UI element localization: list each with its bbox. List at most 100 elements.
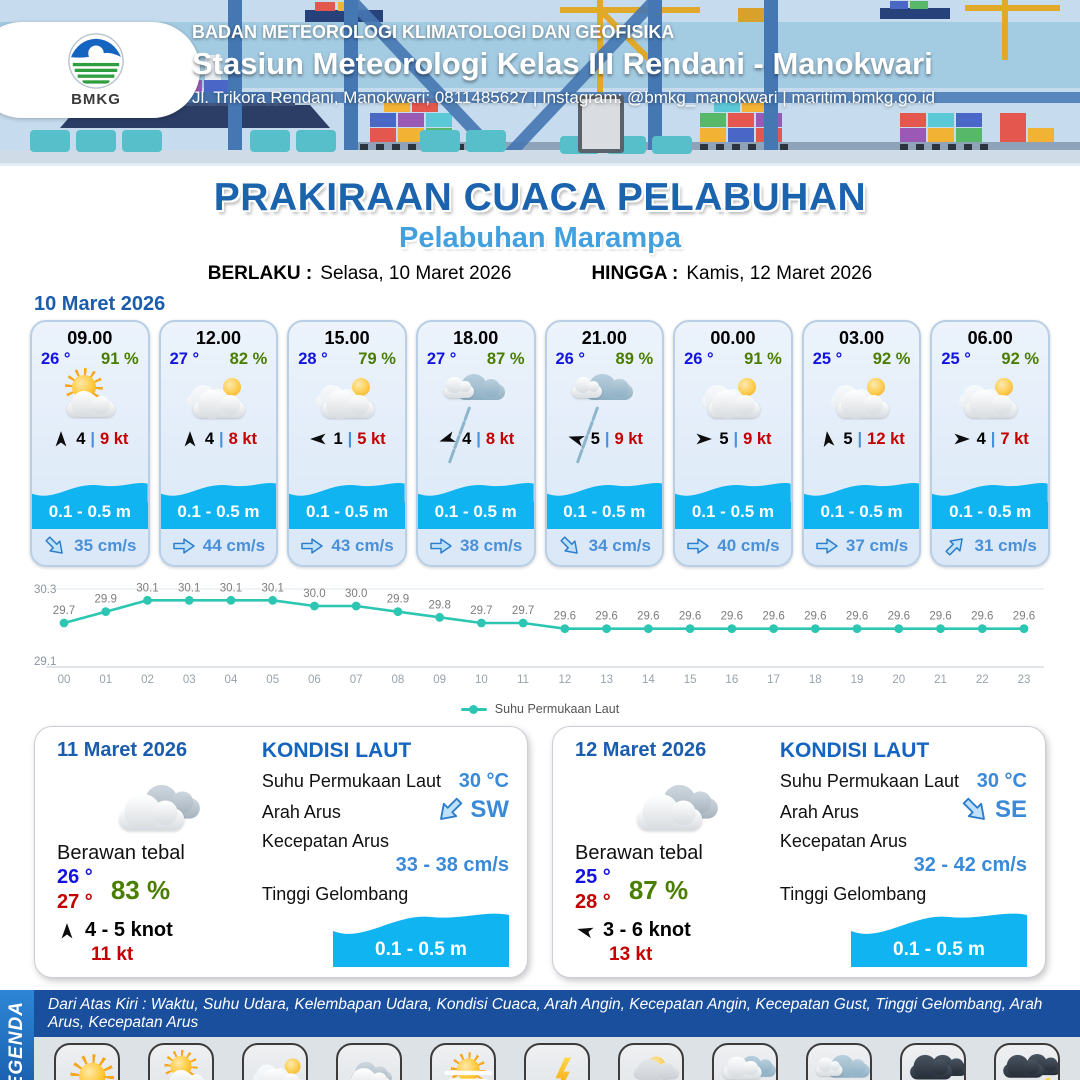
current-speed: 34 cm/s [588,536,651,555]
current-speed: 38 cm/s [459,536,523,555]
svg-text:11: 11 [517,674,529,686]
wave-shape [289,483,405,502]
svg-text:13: 13 [600,674,613,686]
current-speed-label: Kecepatan Arus [261,831,389,851]
svg-text:22: 22 [976,674,989,686]
svg-text:29.6: 29.6 [1013,611,1035,623]
forecast-time: 21.00 [581,328,627,348]
forecast-time: 09.00 [67,328,113,348]
sea-current-speed: 32 - 42 cm/s [913,854,1027,876]
svg-text:30.0: 30.0 [303,588,325,600]
svg-text:21: 21 [934,674,947,686]
bmkg-logo: BMKG [0,22,200,118]
forecast-card: 03.00 25 ° 92 % 5 | 12 kt 0.1 - 0.5 m 37 … [801,320,922,567]
svg-text:29.1: 29.1 [34,656,56,668]
sea-current-direction-icon [440,797,463,820]
svg-text:00: 00 [58,674,71,686]
svg-text:23: 23 [1018,674,1031,686]
daily-wind-speed: 4 - 5 knot [85,919,173,941]
svg-text:30.3: 30.3 [34,584,56,596]
legend-weather-icon [154,1049,209,1080]
svg-text:29.6: 29.6 [721,611,743,623]
legend-weather-icon [530,1051,585,1080]
svg-text:02: 02 [141,674,154,686]
weather-icon [310,370,384,426]
legend-weather-icon [812,1051,870,1080]
legend-item: Hujan Lebat [888,1043,978,1080]
forecast-card: 00.00 26 ° 91 % 5 | 9 kt 0.1 - 0.5 m 40 c… [673,320,793,567]
wind-direction-icon [310,433,326,445]
sea-conditions-heading: KONDISI LAUT [261,739,412,762]
wind-speed: 4 [204,429,214,448]
legend-item: Cerah Berawan [136,1043,226,1080]
station-name: Stasiun Meteorologi Kelas III Rendani - … [192,46,933,81]
weather-icon [181,370,255,426]
legend-item: Berawan Tebal [324,1043,414,1080]
wave-shape [851,913,1027,967]
svg-text:29.6: 29.6 [595,611,617,623]
svg-text:04: 04 [225,674,238,686]
forecast-time: 18.00 [453,328,499,348]
gust-speed: 5 kt [357,429,386,448]
svg-text:20: 20 [892,674,905,686]
svg-text:29.7: 29.7 [512,605,534,617]
daily-wave-height: 0.1 - 0.5 m [893,939,985,960]
wave-shape [417,483,534,502]
forecast-time: 15.00 [324,328,370,348]
wind-row: 4 | 9 kt [32,429,148,449]
svg-text:14: 14 [642,674,655,686]
current-speed: 43 cm/s [331,536,394,555]
svg-text:29.7: 29.7 [470,605,492,617]
wave-band: 0.1 - 0.5 m [32,480,148,529]
wind-speed: 4 [76,429,86,448]
svg-text:08: 08 [392,674,405,686]
wind-speed: 5 [719,429,729,448]
humidity: 89 % [615,350,654,368]
current-direction-label: Arah Arus [261,801,341,822]
bmkg-logo-text: BMKG [71,91,121,108]
sst-value: 30 °C [458,770,509,792]
wave-height-label: Tinggi Gelombang [779,884,927,904]
forecast-card: 21.00 26 ° 89 % 5 | 9 kt 0.1 - 0.5 m 34 c… [544,320,665,567]
legend-weather-icon [624,1051,680,1080]
svg-text:29.7: 29.7 [53,605,75,617]
daily-wave-graphic: 0.1 - 0.5 m [333,909,509,967]
svg-text:10: 10 [475,674,488,686]
daily-wave-height: 0.1 - 0.5 m [375,939,467,960]
wave-shape [932,483,1048,502]
current-speed: 44 cm/s [202,536,266,555]
legend-weather-icon [342,1051,397,1080]
legend-weather-icon [718,1051,776,1080]
daily-humidity: 83 % [110,874,171,905]
header-text: BADAN METEOROLOGI KLIMATOLOGI DAN GEOFIS… [192,22,935,108]
wave-shape [160,483,277,502]
sea-conditions-heading: KONDISI LAUT [779,739,930,762]
svg-text:05: 05 [266,674,279,686]
svg-text:29.6: 29.6 [888,611,910,623]
wave-shape [803,483,920,502]
svg-text:29.6: 29.6 [679,611,701,623]
bmkg-logo-icon [68,33,124,89]
svg-text:29.6: 29.6 [971,611,993,623]
svg-text:17: 17 [767,674,780,686]
air-temperature: 26 ° [555,350,586,368]
wave-shape [32,483,148,502]
wind-speed: 4 [462,429,472,448]
wave-shape [546,483,663,502]
current-direction-icon [560,536,578,554]
humidity: 87 % [486,350,525,368]
weather-icon [696,370,770,426]
svg-text:29.6: 29.6 [929,611,951,623]
title-section: PRAKIRAAN CUACA PELABUHAN Pelabuhan Mara… [0,166,1080,285]
legend-items: Cerah Cerah Berawan Berawan Berawan Teba… [34,1037,1080,1080]
chart-legend-marker [460,704,487,714]
wave-height-label: Tinggi Gelombang [261,884,409,904]
svg-text:19: 19 [851,674,864,686]
wave-height: 0.1 - 0.5 m [160,502,277,529]
wind-direction-icon [568,436,585,447]
svg-text:29.9: 29.9 [387,594,409,606]
forecast-card: 06.00 25 ° 92 % 4 | 7 kt 0.1 - 0.5 m 31 c… [930,320,1050,567]
wind-direction-icon [696,433,713,445]
current-direction-icon [173,538,195,554]
header-banner: BMKG BADAN METEOROLOGI KLIMATOLOGI DAN G… [0,0,1080,166]
